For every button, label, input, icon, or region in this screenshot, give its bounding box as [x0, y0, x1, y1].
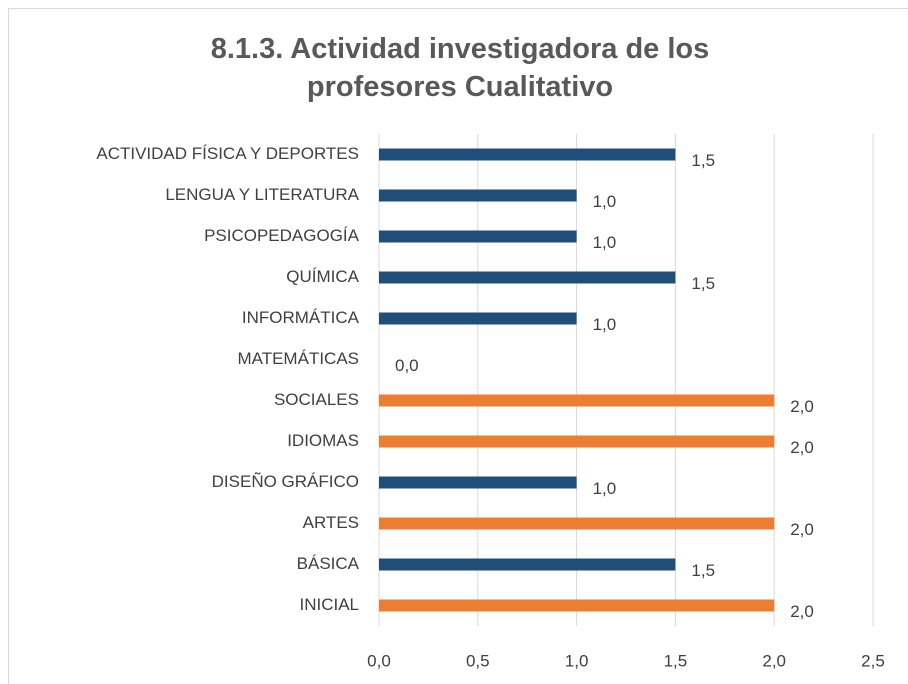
data-label: 2,0	[790, 602, 814, 621]
data-label: 1,5	[691, 561, 715, 580]
chart-border	[8, 8, 908, 684]
y-tick-label: INFORMÁTICA	[242, 308, 360, 327]
y-tick-label: LENGUA Y LITERATURA	[165, 185, 359, 204]
bar	[379, 230, 577, 243]
data-label: 0,0	[395, 356, 419, 375]
data-label: 2,0	[790, 438, 814, 457]
bar	[379, 476, 577, 489]
bar	[379, 148, 676, 161]
y-tick-label: ARTES	[303, 513, 359, 532]
bar	[379, 558, 676, 571]
x-tick-label: 2,5	[861, 651, 885, 670]
bar	[379, 189, 577, 202]
bar	[379, 435, 775, 448]
y-tick-label: IDIOMAS	[287, 431, 359, 450]
x-tick-label: 0,0	[367, 651, 391, 670]
y-tick-label: PSICOPEDAGOGÍA	[204, 226, 360, 245]
x-tick-label: 1,0	[565, 651, 589, 670]
y-tick-label: DISEÑO GRÁFICO	[212, 472, 359, 491]
bar	[379, 271, 676, 284]
data-label: 1,0	[593, 479, 617, 498]
data-label: 1,5	[691, 151, 715, 170]
x-tick-label: 0,5	[466, 651, 490, 670]
data-label: 1,0	[593, 233, 617, 252]
chart-title: 8.1.3. Actividad investigadora de los pr…	[210, 33, 710, 103]
data-label: 1,5	[691, 274, 715, 293]
data-label: 1,0	[593, 315, 617, 334]
bar	[379, 599, 775, 612]
x-tick-label: 1,5	[664, 651, 688, 670]
bar	[379, 312, 577, 325]
data-label: 2,0	[790, 520, 814, 539]
x-tick-label: 2,0	[762, 651, 786, 670]
y-tick-label: SOCIALES	[274, 390, 359, 409]
data-label: 2,0	[790, 397, 814, 416]
y-tick-label: INICIAL	[299, 595, 359, 614]
data-label: 1,0	[593, 192, 617, 211]
y-tick-label: BÁSICA	[297, 554, 360, 573]
y-tick-label: MATEMÁTICAS	[237, 349, 359, 368]
bar	[379, 517, 775, 530]
y-tick-label: ACTIVIDAD FÍSICA Y DEPORTES	[96, 144, 359, 163]
y-tick-label: QUÍMICA	[286, 267, 359, 286]
bar	[379, 394, 775, 407]
